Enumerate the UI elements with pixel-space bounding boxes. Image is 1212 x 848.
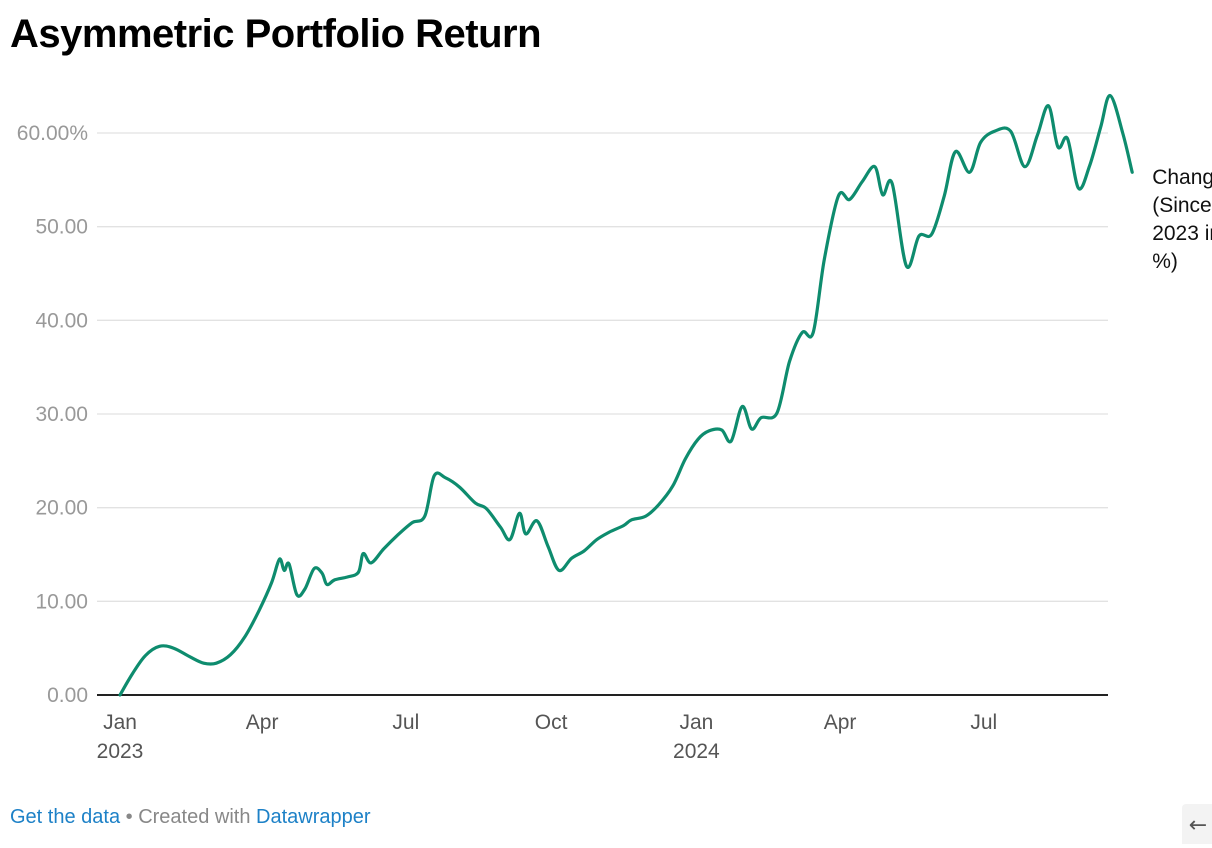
x-tick-label: Jul bbox=[392, 711, 419, 734]
y-tick-label: 10.00 bbox=[35, 590, 88, 613]
series-label-line: Change bbox=[1152, 166, 1212, 189]
x-tick-label: Jan bbox=[103, 711, 137, 734]
x-tick-label: Oct bbox=[535, 711, 568, 734]
x-tick-label: Jul bbox=[970, 711, 997, 734]
gridlines bbox=[97, 132, 1108, 696]
x-axis-ticks: Jan 2023 Apr Jul Oct Jan 2024 Apr Jul bbox=[97, 711, 998, 763]
y-tick-label: 0.00 bbox=[47, 684, 88, 707]
get-the-data-link[interactable]: Get the data bbox=[10, 806, 121, 828]
footer-separator: • Created with bbox=[120, 806, 257, 828]
x-tick-year-label: 2023 bbox=[97, 740, 144, 763]
y-axis-ticks: 0.00 10.00 20.00 30.00 40.00 50.00 60.00% bbox=[17, 122, 88, 707]
y-tick-label: 60.00% bbox=[17, 122, 88, 145]
series-label-line: (Since bbox=[1152, 194, 1212, 217]
y-tick-label: 30.00 bbox=[35, 403, 88, 426]
footer: Get the data • Created with Datawrapper bbox=[10, 806, 371, 829]
y-tick-label: 20.00 bbox=[35, 497, 88, 520]
x-tick-label: Apr bbox=[246, 711, 279, 734]
line-chart: 0.00 10.00 20.00 30.00 40.00 50.00 60.00% Jan 2… bbox=[17, 93, 1212, 763]
arrow-left-icon: ← bbox=[1188, 813, 1208, 838]
x-tick-year-label: 2024 bbox=[673, 740, 720, 763]
back-button[interactable]: ← bbox=[1182, 804, 1212, 844]
series-label-line: %) bbox=[1152, 250, 1178, 273]
y-tick-label: 50.00 bbox=[35, 216, 88, 239]
series-layer bbox=[118, 93, 1134, 697]
y-tick-label: 40.00 bbox=[35, 309, 88, 332]
series-label-line: 2023 in bbox=[1152, 222, 1212, 245]
chart-title: Asymmetric Portfolio Return bbox=[10, 12, 542, 56]
x-tick-label: Apr bbox=[824, 711, 857, 734]
series-line bbox=[118, 93, 1134, 697]
x-tick-label: Jan bbox=[679, 711, 713, 734]
line-label: Change (Since 2023 in%) bbox=[1152, 166, 1212, 273]
datawrapper-link[interactable]: Datawrapper bbox=[256, 806, 371, 828]
